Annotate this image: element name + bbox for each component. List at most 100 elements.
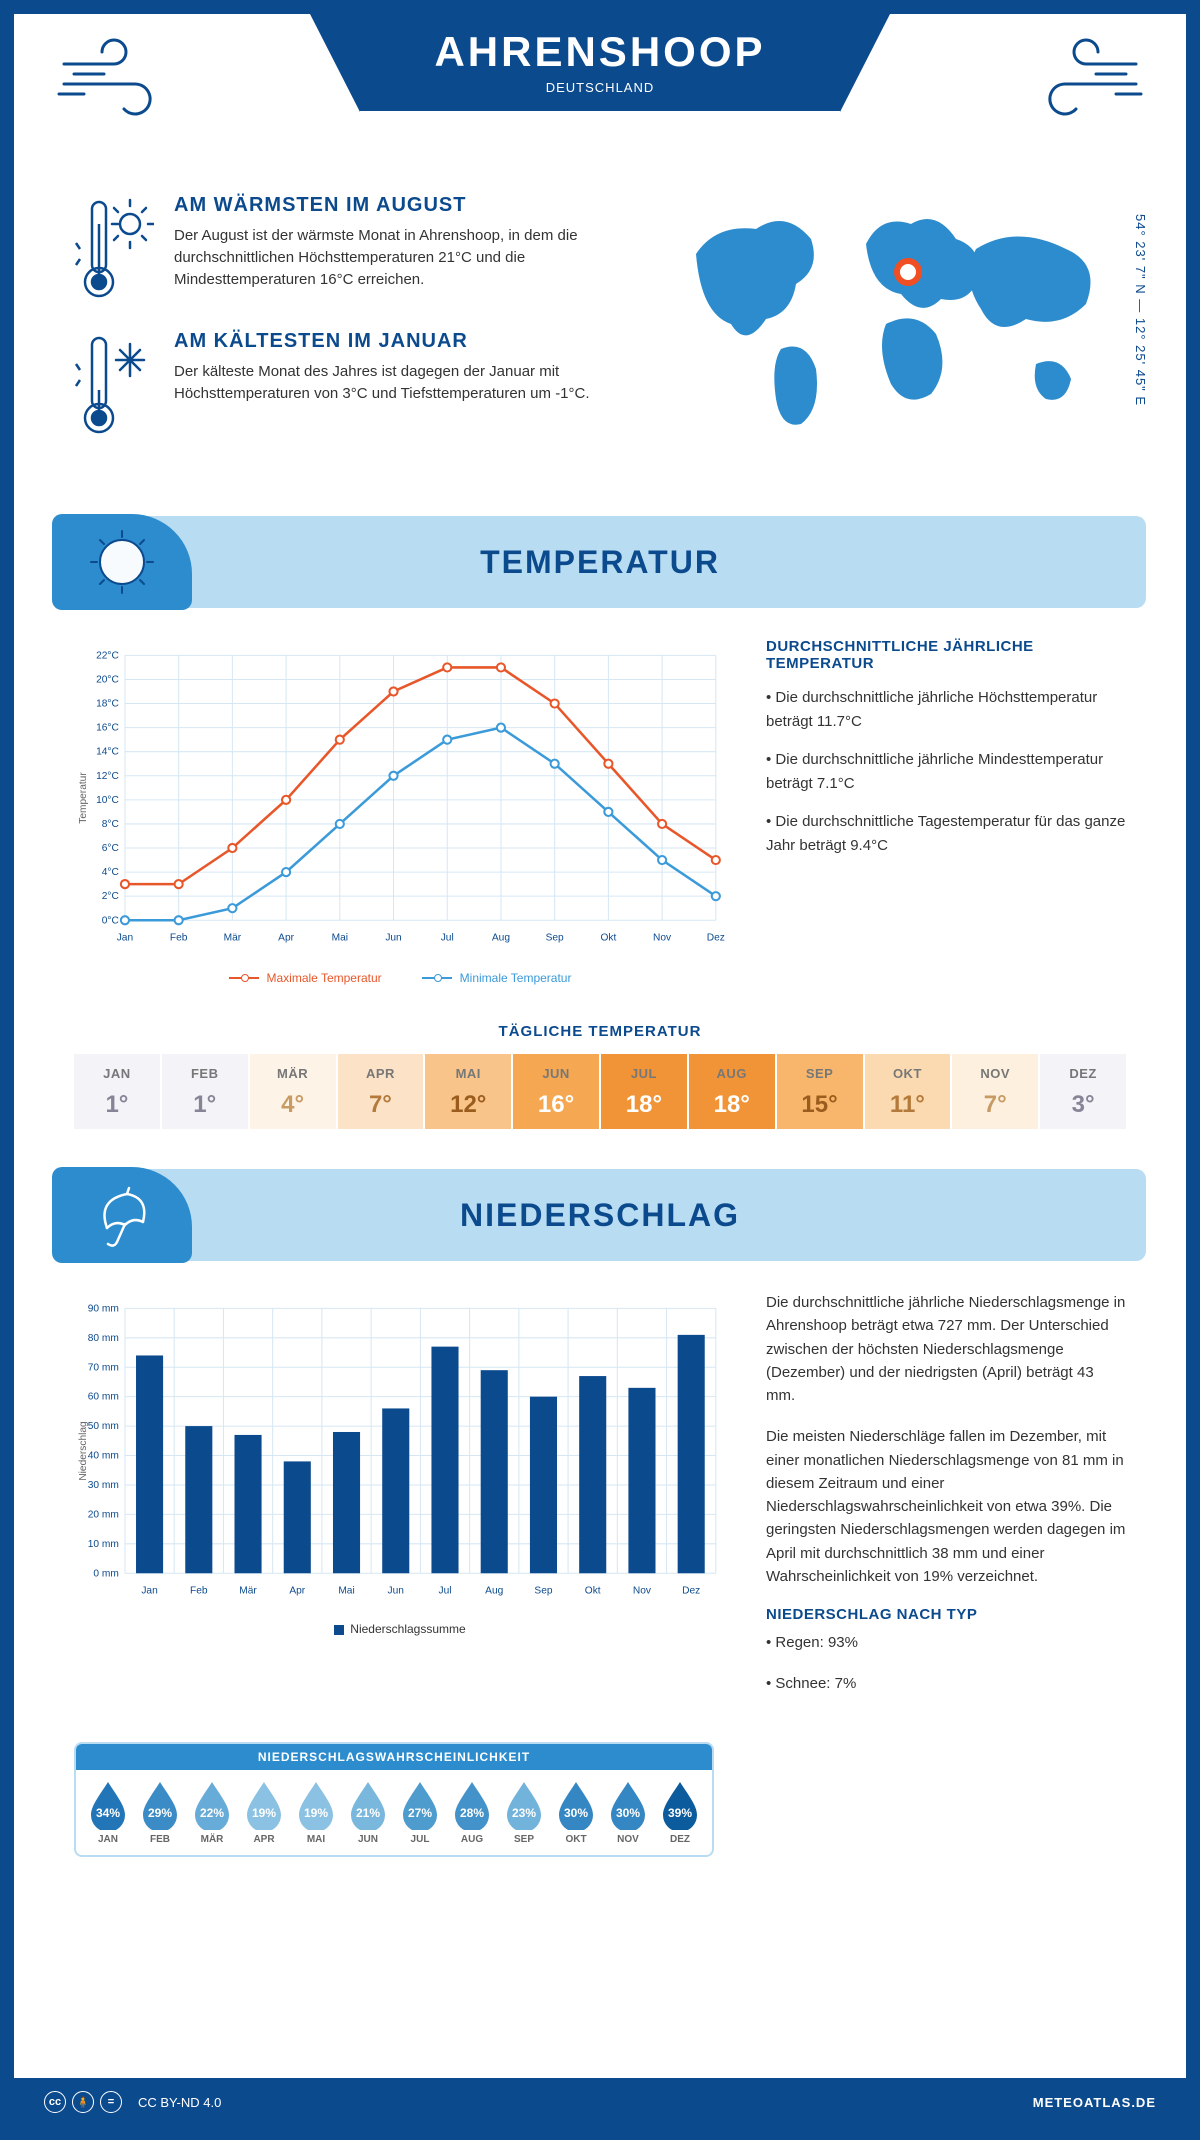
intro-summaries: AM WÄRMSTEN IM AUGUST Der August ist der…	[74, 194, 626, 466]
coordinates-label: 54° 23' 7" N — 12° 25' 45" E	[1133, 214, 1148, 406]
precip-title: NIEDERSCHLAG	[460, 1197, 740, 1234]
precip-type2: • Schnee: 7%	[766, 1672, 1126, 1695]
daily-cell: NOV7°	[952, 1054, 1038, 1129]
precip-legend-label: Niederschlagssumme	[350, 1622, 465, 1636]
svg-text:Aug: Aug	[492, 933, 510, 944]
svg-text:Apr: Apr	[278, 933, 294, 944]
site-credit: METEOATLAS.DE	[1033, 2095, 1156, 2110]
svg-text:Sep: Sep	[546, 933, 564, 944]
svg-text:Nov: Nov	[653, 933, 672, 944]
probability-cell: 19% MAI	[290, 1780, 342, 1845]
daily-cell: SEP15°	[777, 1054, 863, 1129]
cc-icon: cc	[44, 2091, 66, 2113]
svg-text:Okt: Okt	[585, 1586, 601, 1597]
probability-cell: 21% JUN	[342, 1780, 394, 1845]
precip-section-header: NIEDERSCHLAG	[54, 1169, 1146, 1261]
probability-cell: 29% FEB	[134, 1780, 186, 1845]
svg-text:Temperatur: Temperatur	[78, 772, 89, 824]
svg-text:0°C: 0°C	[102, 915, 119, 926]
legend-min: Minimale Temperatur	[422, 971, 572, 985]
temp-summary-p2: • Die durchschnittliche jährliche Mindes…	[766, 748, 1126, 796]
summary-coldest: AM KÄLTESTEN IM JANUAR Der kälteste Mona…	[74, 330, 626, 440]
svg-text:Jul: Jul	[441, 933, 454, 944]
precip-tab	[52, 1167, 192, 1263]
summary-warmest: AM WÄRMSTEN IM AUGUST Der August ist der…	[74, 194, 626, 304]
svg-text:0 mm: 0 mm	[93, 1568, 118, 1579]
svg-text:Niederschlag: Niederschlag	[78, 1421, 89, 1480]
location-marker-icon	[897, 261, 919, 283]
wind-icon-right	[1016, 34, 1146, 124]
svg-text:Jun: Jun	[385, 933, 401, 944]
svg-text:Aug: Aug	[485, 1586, 503, 1597]
probability-cell: 22% MÄR	[186, 1780, 238, 1845]
daily-cell: OKT11°	[865, 1054, 951, 1129]
wind-icon-left	[54, 34, 184, 124]
daily-cell: DEZ3°	[1040, 1054, 1126, 1129]
probability-cell: 30% OKT	[550, 1780, 602, 1845]
page-title: AHRENSHOOP	[360, 28, 840, 76]
svg-text:Mai: Mai	[332, 933, 348, 944]
svg-text:4°C: 4°C	[102, 867, 119, 878]
probability-cell: 34% JAN	[82, 1780, 134, 1845]
svg-text:70 mm: 70 mm	[88, 1362, 119, 1373]
svg-text:22°C: 22°C	[96, 650, 119, 661]
temp-summary-p1: • Die durchschnittliche jährliche Höchst…	[766, 686, 1126, 734]
svg-text:10 mm: 10 mm	[88, 1539, 119, 1550]
sun-icon	[87, 527, 157, 597]
daily-cell: APR7°	[338, 1054, 424, 1129]
svg-text:40 mm: 40 mm	[88, 1451, 119, 1462]
page-container: AHRENSHOOP DEUTSCHLAND	[0, 0, 1200, 2140]
by-icon: 🧍	[72, 2091, 94, 2113]
header: AHRENSHOOP DEUTSCHLAND	[14, 14, 1186, 174]
svg-text:Apr: Apr	[289, 1586, 305, 1597]
precip-chart: 0 mm10 mm20 mm30 mm40 mm50 mm60 mm70 mm8…	[74, 1291, 726, 1714]
probability-cell: 27% JUL	[394, 1780, 446, 1845]
daily-cell: AUG18°	[689, 1054, 775, 1129]
temp-summary-heading: DURCHSCHNITTLICHE JÄHRLICHE TEMPERATUR	[766, 638, 1126, 672]
legend-max-label: Maximale Temperatur	[267, 971, 382, 985]
world-map-icon	[666, 194, 1126, 454]
svg-text:14°C: 14°C	[96, 747, 119, 758]
summary-warm-text: Der August ist der wärmste Monat in Ahre…	[174, 225, 626, 290]
probability-cell: 28% AUG	[446, 1780, 498, 1845]
svg-text:Jan: Jan	[141, 1586, 157, 1597]
probability-row: 34% JAN 29% FEB 22% MÄR 19% APR 19% MAI	[76, 1770, 712, 1855]
svg-text:90 mm: 90 mm	[88, 1303, 119, 1314]
precip-p1: Die durchschnittliche jährliche Niedersc…	[766, 1291, 1126, 1407]
svg-text:16°C: 16°C	[96, 723, 119, 734]
temperature-title: TEMPERATUR	[480, 544, 720, 581]
svg-text:12°C: 12°C	[96, 771, 119, 782]
license-text: CC BY-ND 4.0	[138, 2095, 221, 2110]
summary-warm-title: AM WÄRMSTEN IM AUGUST	[174, 194, 626, 217]
daily-cell: JUN16°	[513, 1054, 599, 1129]
svg-text:Jan: Jan	[117, 933, 133, 944]
svg-text:50 mm: 50 mm	[88, 1421, 119, 1432]
svg-text:Okt: Okt	[600, 933, 616, 944]
temp-summary-p3: • Die durchschnittliche Tagestemperatur …	[766, 810, 1126, 858]
header-banner: AHRENSHOOP DEUTSCHLAND	[360, 14, 840, 111]
legend-min-label: Minimale Temperatur	[460, 971, 572, 985]
probability-cell: 30% NOV	[602, 1780, 654, 1845]
intro-row: AM WÄRMSTEN IM AUGUST Der August ist der…	[14, 174, 1186, 496]
thermometer-snow-icon	[74, 330, 154, 440]
world-map-panel: 54° 23' 7" N — 12° 25' 45" E	[666, 194, 1126, 466]
svg-text:Feb: Feb	[170, 933, 188, 944]
svg-text:Jul: Jul	[438, 1586, 451, 1597]
svg-text:2°C: 2°C	[102, 891, 119, 902]
temperature-section-header: TEMPERATUR	[54, 516, 1146, 608]
thermometer-sun-icon	[74, 194, 154, 304]
footer: cc 🧍 = CC BY-ND 4.0 METEOATLAS.DE	[14, 2078, 1186, 2126]
daily-cell: JUL18°	[601, 1054, 687, 1129]
temperature-tab	[52, 514, 192, 610]
svg-text:20 mm: 20 mm	[88, 1509, 119, 1520]
svg-text:Dez: Dez	[682, 1586, 700, 1597]
probability-panel: NIEDERSCHLAGSWAHRSCHEINLICHKEIT 34% JAN …	[74, 1742, 714, 1857]
summary-cold-title: AM KÄLTESTEN IM JANUAR	[174, 330, 626, 353]
precip-summary: Die durchschnittliche jährliche Niedersc…	[766, 1291, 1126, 1714]
svg-text:Feb: Feb	[190, 1586, 208, 1597]
nd-icon: =	[100, 2091, 122, 2113]
svg-text:Dez: Dez	[707, 933, 725, 944]
license-badges: cc 🧍 = CC BY-ND 4.0	[44, 2091, 221, 2113]
svg-text:20°C: 20°C	[96, 675, 119, 686]
umbrella-icon	[87, 1180, 157, 1250]
